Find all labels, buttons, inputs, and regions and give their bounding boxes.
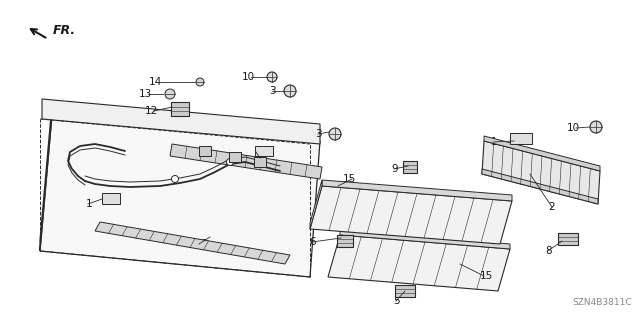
- Circle shape: [267, 72, 277, 82]
- Polygon shape: [40, 104, 52, 251]
- Circle shape: [590, 121, 602, 133]
- Bar: [337, 235, 353, 247]
- Bar: [102, 193, 120, 204]
- Polygon shape: [170, 144, 322, 179]
- Text: 14: 14: [148, 77, 162, 87]
- Text: 1: 1: [257, 153, 264, 163]
- Text: 13: 13: [139, 89, 152, 99]
- Text: 3: 3: [269, 86, 276, 96]
- Polygon shape: [95, 222, 290, 264]
- Text: 15: 15: [480, 271, 493, 281]
- Text: 1: 1: [85, 199, 92, 209]
- Bar: [558, 233, 578, 245]
- Text: 3: 3: [316, 129, 322, 139]
- Circle shape: [329, 128, 341, 140]
- Polygon shape: [482, 141, 600, 204]
- Text: 5: 5: [393, 296, 399, 306]
- Polygon shape: [322, 180, 512, 201]
- Bar: [510, 133, 532, 144]
- Polygon shape: [310, 180, 322, 229]
- Bar: [254, 157, 266, 167]
- Text: 9: 9: [392, 164, 398, 174]
- Circle shape: [172, 175, 179, 182]
- Polygon shape: [310, 186, 512, 244]
- Text: SZN4B3811C: SZN4B3811C: [572, 298, 632, 307]
- Bar: [199, 146, 211, 156]
- Text: 1: 1: [490, 137, 497, 147]
- Text: FR.: FR.: [53, 24, 76, 37]
- Text: 15: 15: [343, 174, 356, 184]
- Polygon shape: [484, 136, 600, 171]
- Polygon shape: [42, 99, 320, 144]
- Polygon shape: [340, 230, 510, 249]
- Circle shape: [284, 85, 296, 97]
- Text: 10: 10: [242, 72, 255, 82]
- Polygon shape: [40, 115, 320, 277]
- Circle shape: [227, 159, 234, 166]
- Text: 12: 12: [145, 106, 158, 116]
- Text: 2: 2: [548, 202, 555, 212]
- Bar: [395, 285, 415, 297]
- Text: 10: 10: [567, 123, 580, 133]
- Bar: [403, 161, 417, 173]
- Circle shape: [165, 89, 175, 99]
- Bar: [229, 152, 241, 162]
- Text: 16: 16: [195, 239, 208, 249]
- Bar: [255, 146, 273, 156]
- Polygon shape: [328, 235, 510, 291]
- Text: 8: 8: [545, 246, 552, 256]
- Bar: [171, 102, 189, 116]
- Polygon shape: [482, 169, 598, 204]
- Circle shape: [196, 78, 204, 86]
- Text: 6: 6: [309, 237, 316, 247]
